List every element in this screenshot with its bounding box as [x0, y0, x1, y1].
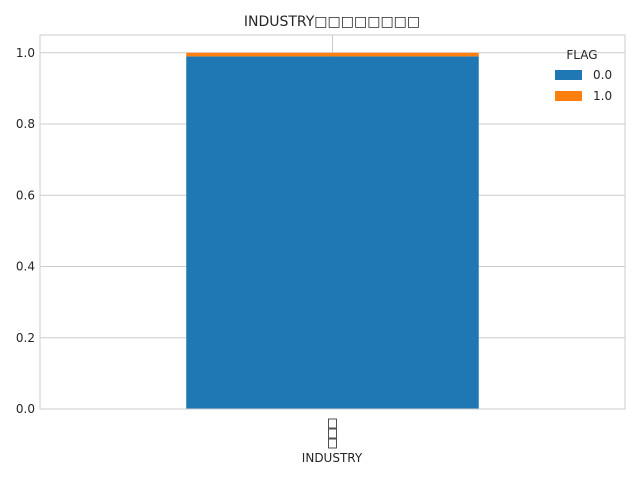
legend-swatch-0-0	[555, 70, 582, 80]
y-tick-label: 0.0	[16, 402, 35, 416]
legend-label: 1.0	[593, 89, 612, 103]
x-tick-glyph	[328, 438, 337, 449]
plot-frame	[39, 34, 626, 410]
legend-title: FLAG	[566, 48, 597, 62]
x-tick-glyph	[328, 418, 337, 429]
bar-segment-0-0	[186, 56, 479, 409]
y-tick-label: 1.0	[16, 46, 35, 60]
chart-title: INDUSTRY□□□□□□□□	[244, 14, 420, 30]
y-tick-label: 0.2	[16, 331, 35, 345]
x-tick-label	[328, 418, 337, 449]
y-tick-label: 0.8	[16, 117, 35, 131]
x-axis-label: INDUSTRY	[302, 451, 363, 465]
y-ticks: 0.0 0.2 0.4 0.6 0.8 1.0	[16, 46, 35, 416]
y-tick-label: 0.6	[16, 188, 35, 202]
legend: FLAG 0.0 1.0	[555, 48, 612, 103]
x-ticks	[328, 418, 337, 449]
legend-label: 0.0	[593, 68, 612, 82]
legend-swatch-1-0	[555, 91, 582, 101]
bar-segment-1-0	[186, 52, 479, 57]
bars	[186, 52, 479, 409]
x-tick-glyph	[328, 428, 337, 439]
y-tick-label: 0.4	[16, 260, 35, 274]
